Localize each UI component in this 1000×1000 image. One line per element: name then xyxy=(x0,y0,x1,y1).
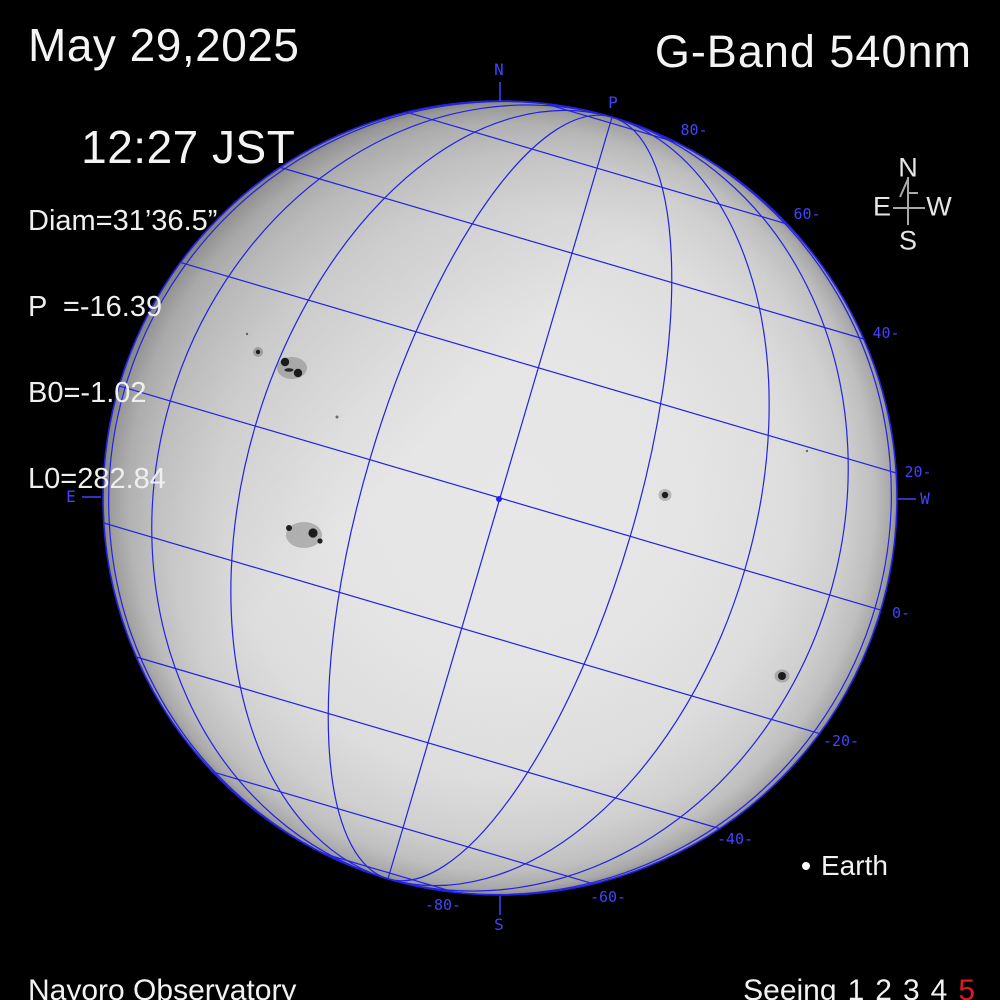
earth-size-dot xyxy=(802,862,810,870)
meridian-line xyxy=(327,114,613,880)
cardinal-label-e: E xyxy=(66,487,76,506)
compass-east-label: E xyxy=(872,191,892,222)
sunspot-core xyxy=(255,349,261,355)
compass-lines xyxy=(893,177,925,225)
seeing-value-2: 2 xyxy=(875,974,892,1000)
meridian-line xyxy=(387,116,770,887)
cardinal-label-s: S xyxy=(494,915,504,934)
observation-datetime: May 29,2025 12:27 JST xyxy=(28,20,299,224)
observation-date: May 29,2025 xyxy=(28,19,300,71)
meridian-line xyxy=(230,109,613,880)
seeing-current-value: 5 xyxy=(958,974,975,1000)
meridian-line xyxy=(151,104,613,880)
disk-center-marker xyxy=(496,496,502,502)
ephemeris-diameter: Diam=31’36.5” xyxy=(28,205,218,238)
seeing-value-4: 4 xyxy=(930,974,948,1000)
sunspot-core xyxy=(286,525,292,531)
meridian-line xyxy=(107,100,613,880)
sunspot-speck xyxy=(245,332,249,336)
latitude-tick-label: 40- xyxy=(872,324,899,342)
cardinal-label-n: N xyxy=(494,60,504,79)
earth-scale-label: Earth xyxy=(821,850,888,881)
sunspot-speck xyxy=(335,415,339,419)
observatory-name: Nayoro Observatory xyxy=(28,974,297,1000)
sunspot-core xyxy=(284,368,294,372)
latitude-tick-label: 60- xyxy=(793,205,820,223)
sunspot-core xyxy=(293,368,303,378)
latitude-tick-label: -40- xyxy=(717,830,753,848)
latitude-tick-label: 80- xyxy=(680,121,707,139)
seeing-value-1: 1 xyxy=(847,974,865,1000)
compass-north-label: N xyxy=(898,152,918,183)
sunspot-layer xyxy=(245,332,809,683)
latitude-tick-label: 20- xyxy=(904,463,931,481)
observatory-block: Nayoro Observatory KITASUBARU xyxy=(28,906,296,1000)
seeing-value-3: 3 xyxy=(902,974,920,1000)
seeing-row: Seeing 1 2 3 4 5 xyxy=(644,974,975,1000)
latitude-tick-label: -20- xyxy=(823,732,859,750)
seeing-label: Seeing xyxy=(743,974,837,1000)
cardinal-label-p: P xyxy=(608,93,618,112)
ephemeris-b0: B0=-1.02 xyxy=(28,376,147,409)
ephemeris-p-angle: P =-16.39 xyxy=(28,290,163,323)
sunspot-core xyxy=(661,491,669,499)
sunspot-core xyxy=(308,528,318,538)
band-title: G-Band 540nm xyxy=(654,26,972,77)
meridian-line xyxy=(387,116,673,882)
compass-west-label: W xyxy=(926,191,952,222)
sunspot-core xyxy=(280,357,290,367)
cardinal-label-w: W xyxy=(920,489,930,508)
ephemeris-block: Diam=31’36.5” P =-16.39 B0=-1.02 L0=282.… xyxy=(28,150,217,550)
latitude-tick-label: -60- xyxy=(590,888,626,906)
ephemeris-l0: L0=282.84 xyxy=(28,462,166,495)
sunspot-core xyxy=(317,538,323,544)
sunspot-core xyxy=(778,672,786,680)
sunspot-speck xyxy=(805,449,809,453)
latitude-tick-label: 0- xyxy=(892,604,910,622)
meridian-line xyxy=(387,116,849,892)
latitude-tick-label: -80- xyxy=(425,896,461,914)
observation-time: 12:27 JST xyxy=(81,121,296,173)
disk-annotation-layer: N P E W S 80- 60- 40- 20- 0- -20- -40- -60- -80- xyxy=(66,60,931,934)
compass-south-label: S xyxy=(898,225,918,256)
